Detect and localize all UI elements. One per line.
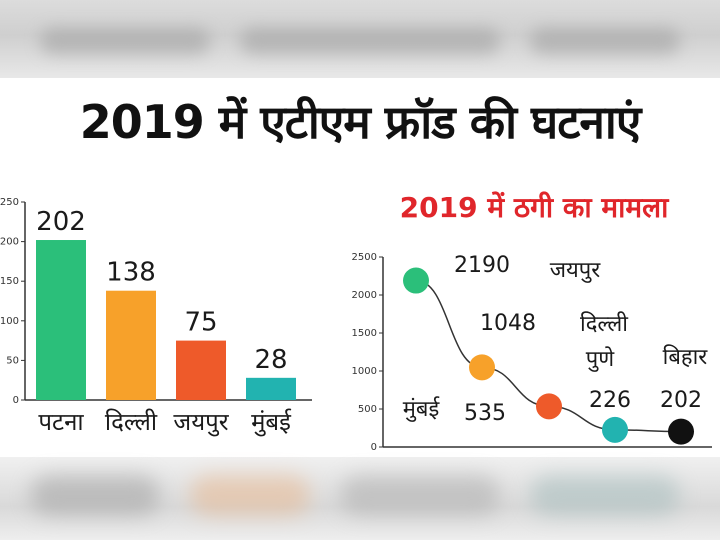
bar-y-tick-label: 0 xyxy=(13,395,19,406)
bar-category-label: मुंबई xyxy=(251,408,292,437)
bar xyxy=(36,240,86,400)
bar-y-tick-label: 50 xyxy=(6,355,19,366)
blur-smear xyxy=(190,475,310,515)
blur-smear xyxy=(40,28,210,54)
bar-y-tick-label: 200 xyxy=(0,237,19,248)
line-y-tick-label: 1500 xyxy=(352,328,377,339)
point-category-label: बिहार xyxy=(663,344,709,370)
blur-smear xyxy=(530,475,680,515)
point-value-label: 202 xyxy=(660,388,702,413)
point-value-label: 226 xyxy=(589,388,631,413)
bar-category-label: पटना xyxy=(38,408,84,436)
bar-category-label: जयपुर xyxy=(173,408,229,437)
bar xyxy=(106,290,156,400)
bar-value-label: 202 xyxy=(36,207,86,237)
blurred-bottom-band xyxy=(0,457,720,540)
headline: 2019 में एटीएम फ्रॉड की घटनाएं xyxy=(79,95,642,149)
point-category-label: मुंबई xyxy=(403,396,441,422)
line-y-tick-label: 0 xyxy=(371,442,377,453)
data-point xyxy=(536,393,562,420)
blur-smear xyxy=(530,28,680,54)
line-chart-title: 2019 में ठगी का मामला xyxy=(399,191,669,224)
bar-category-label: दिल्ली xyxy=(105,408,158,436)
point-category-label: जयपुर xyxy=(550,258,602,283)
bar-value-label: 138 xyxy=(106,258,156,288)
line-y-tick-label: 2500 xyxy=(352,252,377,263)
bar-y-tick-label: 250 xyxy=(0,197,19,208)
point-value-label: 1048 xyxy=(480,311,536,336)
blur-smear xyxy=(30,475,160,515)
point-value-label: 2190 xyxy=(454,253,510,278)
point-category-label: पुणे xyxy=(586,346,615,372)
blurred-top-band xyxy=(0,0,720,78)
bar-value-label: 28 xyxy=(254,345,287,375)
line-y-tick-label: 500 xyxy=(358,404,377,415)
data-point xyxy=(668,418,694,445)
bar-chart: 0 50 100 150 200 250 202 पटना 138 दिल्ली 75 जयपुर 28… xyxy=(0,197,312,437)
data-point xyxy=(602,416,628,443)
line-chart: 0 500 1000 1500 2000 2500 2190 1048 535 226 202 मुं… xyxy=(352,252,712,453)
bar xyxy=(246,377,296,400)
data-point xyxy=(469,354,495,381)
point-value-label: 535 xyxy=(464,401,506,426)
bar-value-label: 75 xyxy=(184,308,217,338)
line-y-tick-label: 1000 xyxy=(352,366,377,377)
bar-y-tick-label: 100 xyxy=(0,316,19,327)
bar xyxy=(176,340,226,400)
data-point xyxy=(403,267,429,294)
blur-smear xyxy=(340,475,500,515)
bar-y-tick-label: 150 xyxy=(0,276,19,287)
point-category-label: दिल्ली xyxy=(580,311,628,337)
blur-smear xyxy=(240,28,500,54)
line-y-tick-label: 2000 xyxy=(352,290,377,301)
